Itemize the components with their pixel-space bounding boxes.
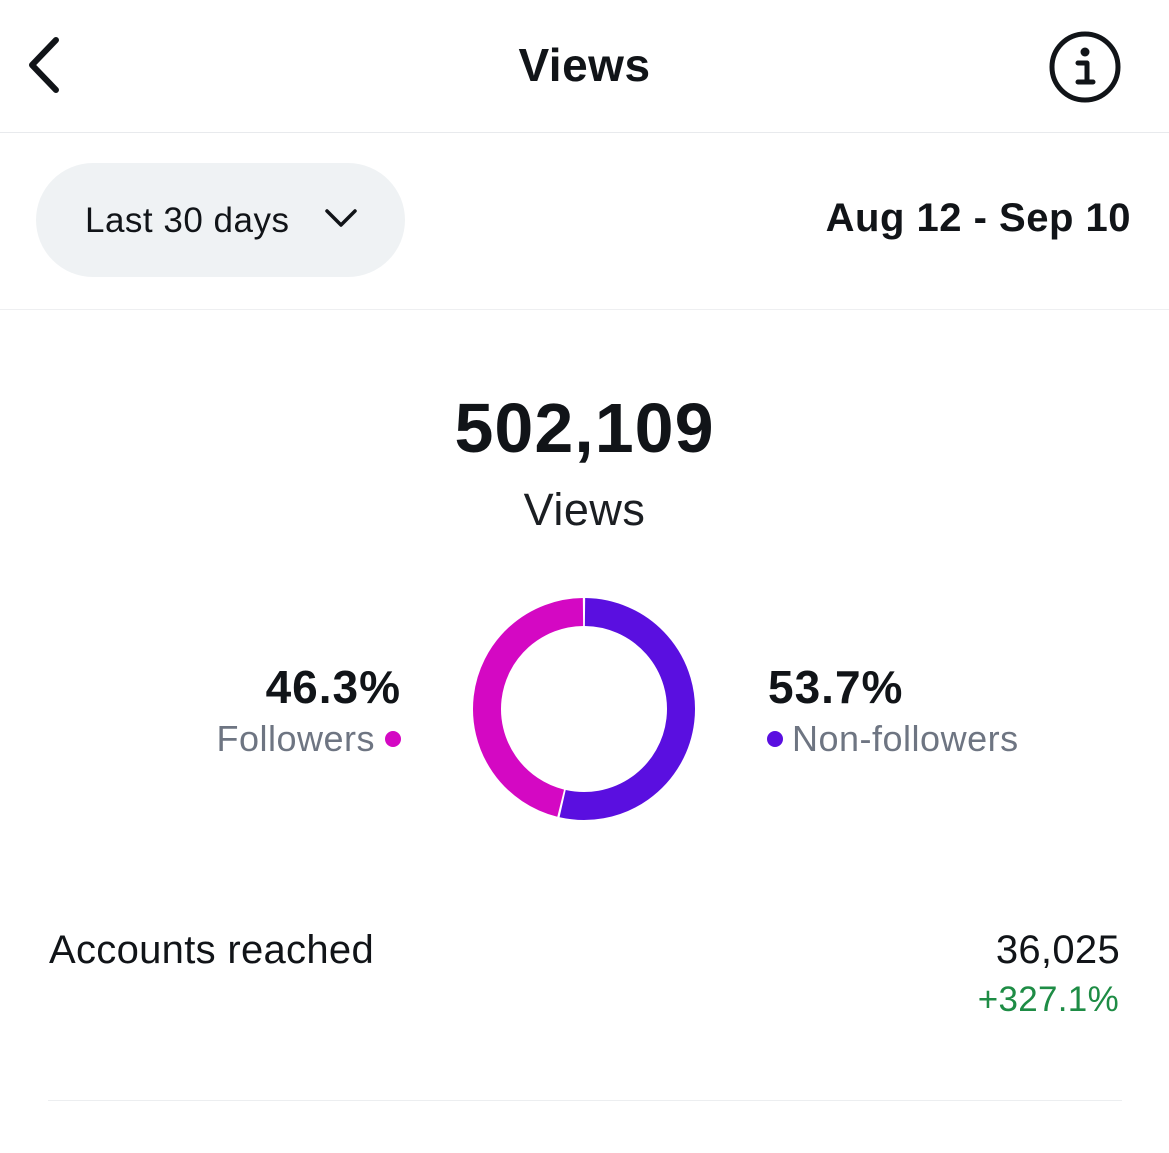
donut-slice-non-followers — [559, 598, 695, 820]
nonfollowers-legend-label: Non-followers — [792, 718, 1019, 759]
followers-percentage: 46.3% — [265, 661, 401, 713]
total-views-label: Views — [523, 484, 646, 535]
accounts-reached-value: 36,025 — [995, 928, 1120, 972]
followers-legend: Followers — [216, 718, 401, 760]
back-button[interactable] — [22, 32, 72, 98]
date-filter-bar: Last 30 days Aug 12 - Sep 10 — [0, 133, 1169, 310]
followers-legend-label: Followers — [216, 718, 375, 759]
nonfollowers-color-dot — [767, 731, 783, 747]
info-button[interactable] — [1048, 30, 1122, 104]
accounts-reached-label: Accounts reached — [49, 928, 374, 972]
chevron-left-icon — [29, 37, 59, 93]
info-icon — [1049, 31, 1121, 103]
donut-slice-followers — [473, 598, 584, 817]
nonfollowers-legend: Non-followers — [767, 718, 1019, 760]
views-donut-chart — [473, 598, 695, 820]
date-range-dropdown-label: Last 30 days — [85, 201, 290, 240]
date-range-text: Aug 12 - Sep 10 — [825, 196, 1131, 240]
accounts-reached-change: +327.1% — [977, 980, 1119, 1019]
accounts-reached-row[interactable]: Accounts reached 36,025 +327.1% — [0, 900, 1169, 1100]
divider — [48, 1100, 1122, 1101]
nonfollowers-percentage: 53.7% — [768, 661, 904, 713]
top-app-bar: Views — [0, 0, 1169, 133]
chevron-down-icon — [325, 209, 357, 227]
page-title: Views — [518, 39, 651, 91]
followers-color-dot — [385, 731, 401, 747]
total-views-value: 502,109 — [454, 389, 715, 467]
date-range-dropdown[interactable]: Last 30 days — [36, 163, 405, 277]
